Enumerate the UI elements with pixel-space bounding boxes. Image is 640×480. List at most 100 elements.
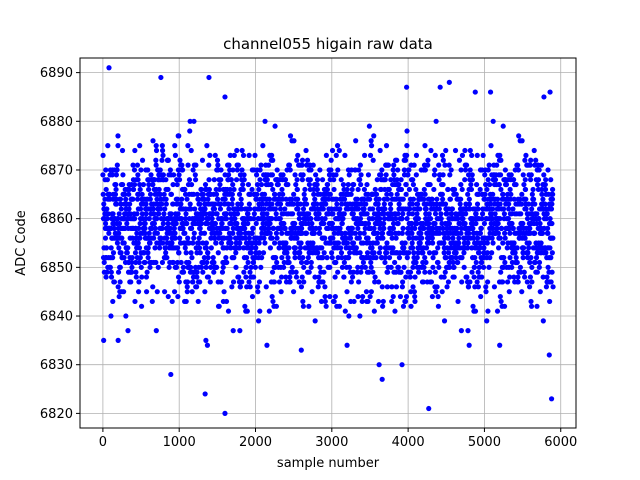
data-point: [503, 181, 510, 188]
data-point: [406, 186, 413, 193]
data-point: [547, 298, 553, 305]
data-point: [303, 230, 310, 236]
data-point: [269, 293, 275, 300]
data-point: [230, 279, 237, 285]
data-point: [506, 206, 512, 212]
data-point: [502, 235, 508, 241]
data-point: [451, 186, 458, 193]
data-point: [357, 313, 363, 319]
data-point: [482, 172, 488, 178]
data-point: [111, 279, 118, 285]
data-point: [178, 201, 184, 207]
data-point: [279, 230, 285, 236]
data-point: [160, 220, 166, 227]
data-point: [182, 230, 188, 236]
data-point: [442, 269, 448, 275]
data-point: [191, 118, 197, 124]
data-point: [242, 235, 248, 241]
data-point: [380, 298, 386, 305]
data-point: [464, 274, 470, 280]
data-point: [327, 264, 333, 270]
data-point: [479, 274, 485, 280]
data-point: [336, 147, 342, 154]
data-point: [400, 279, 406, 285]
data-point: [260, 143, 266, 149]
data-point: [501, 303, 508, 309]
data-point: [298, 240, 304, 246]
data-point: [177, 235, 183, 241]
data-point: [540, 196, 546, 202]
data-point: [164, 255, 170, 261]
data-point: [528, 172, 534, 178]
data-point: [206, 177, 212, 183]
data-point: [197, 279, 203, 285]
data-point: [434, 196, 440, 202]
data-point: [176, 279, 182, 285]
data-point: [185, 162, 191, 168]
data-point: [307, 177, 313, 183]
data-point: [464, 245, 471, 251]
data-point: [137, 255, 143, 261]
data-point: [146, 186, 152, 193]
data-point: [230, 230, 236, 236]
data-point: [430, 264, 436, 270]
outlier-point: [158, 74, 164, 81]
data-point: [199, 157, 206, 163]
data-point: [234, 211, 241, 217]
data-point: [314, 201, 320, 207]
data-point: [402, 157, 409, 163]
data-point: [465, 328, 471, 334]
data-point: [274, 167, 280, 173]
data-point: [296, 279, 302, 285]
x-tick-label: 0: [99, 435, 107, 450]
data-point: [550, 235, 556, 241]
data-point: [306, 211, 312, 217]
data-point: [161, 211, 167, 217]
data-point: [282, 225, 288, 231]
data-point: [246, 235, 253, 241]
data-point: [268, 181, 274, 188]
data-point: [302, 196, 308, 202]
data-point: [431, 172, 438, 178]
data-point: [147, 240, 153, 246]
data-point: [469, 152, 475, 158]
data-point: [243, 274, 249, 280]
data-point: [195, 298, 201, 305]
data-point: [330, 211, 336, 217]
data-point: [406, 250, 412, 256]
outlier-point: [222, 94, 228, 100]
data-point: [216, 186, 223, 193]
data-point: [186, 240, 192, 246]
data-point: [105, 211, 111, 217]
data-point: [471, 274, 477, 280]
data-point: [319, 177, 326, 183]
data-point: [352, 230, 358, 236]
data-point: [506, 289, 512, 295]
data-point: [169, 240, 175, 246]
data-point: [356, 279, 362, 285]
data-point: [312, 318, 318, 324]
data-point: [325, 196, 332, 202]
data-point: [329, 220, 335, 227]
data-point: [113, 201, 120, 207]
outlier-point: [437, 84, 443, 90]
data-point: [466, 196, 472, 202]
y-tick-label: 6830: [40, 358, 73, 373]
data-point: [456, 240, 462, 246]
data-point: [383, 143, 390, 149]
data-point: [484, 186, 490, 193]
data-point: [456, 235, 462, 241]
data-point: [118, 206, 124, 212]
data-point: [489, 235, 495, 241]
data-point: [549, 250, 555, 256]
data-point: [331, 298, 337, 305]
data-point: [236, 245, 242, 251]
data-point: [379, 284, 385, 290]
data-point: [444, 284, 450, 290]
data-point: [398, 186, 405, 193]
data-point: [146, 230, 152, 236]
data-point: [297, 201, 303, 207]
data-point: [195, 196, 201, 202]
data-point: [137, 220, 143, 227]
